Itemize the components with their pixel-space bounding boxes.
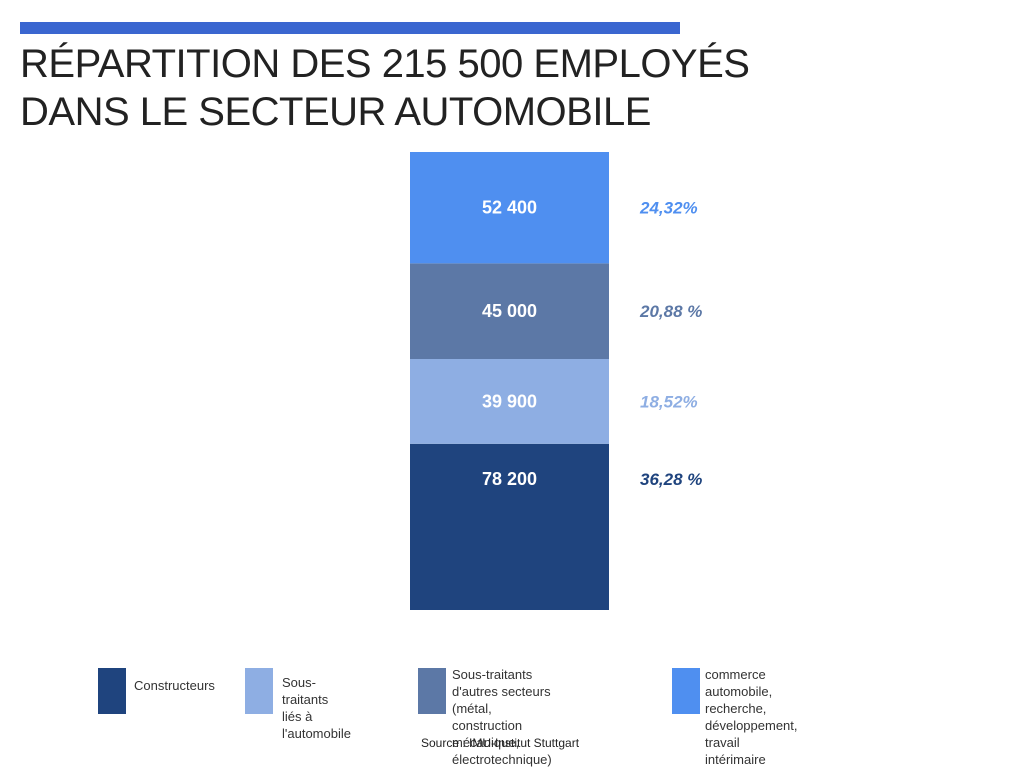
segment-value-label: 39 900 — [482, 391, 537, 411]
segment-percent-label: 36,28 % — [640, 470, 702, 489]
segment-percent-label: 24,32% — [639, 199, 698, 218]
bar-segment — [410, 263, 609, 360]
segment-value-label: 45 000 — [482, 301, 537, 321]
segment-value-label: 52 400 — [482, 198, 537, 218]
title-accent-bar — [20, 22, 680, 34]
segment-value-label: 78 200 — [482, 469, 537, 489]
legend-label: commerce automobile, recherche, développ… — [705, 667, 798, 767]
bar-segment — [410, 152, 609, 264]
source-note: Source : IMU-Institut Stuttgart — [420, 736, 580, 750]
segment-percent-label: 20,88 % — [639, 302, 702, 321]
legend-swatch — [418, 668, 446, 714]
bar-segment — [410, 443, 609, 610]
bar-segment — [410, 359, 609, 444]
segment-percent-label: 18,52% — [640, 392, 698, 411]
legend-label: Constructeurs — [134, 678, 215, 693]
legend-swatch — [672, 668, 700, 714]
chart-title: RÉPARTITION DES 215 500 EMPLOYÉS DANS LE… — [20, 40, 750, 136]
title-line-2: DANS LE SECTEUR AUTOMOBILE — [20, 90, 651, 134]
legend-label: Sous-traitants liés à l'automobile — [282, 675, 351, 741]
legend-swatch — [245, 668, 273, 714]
legend-label: Sous-traitants d'autres secteurs (métal,… — [452, 667, 552, 767]
legend-swatch — [98, 668, 126, 714]
title-line-1: RÉPARTITION DES 215 500 EMPLOYÉS — [20, 42, 750, 86]
